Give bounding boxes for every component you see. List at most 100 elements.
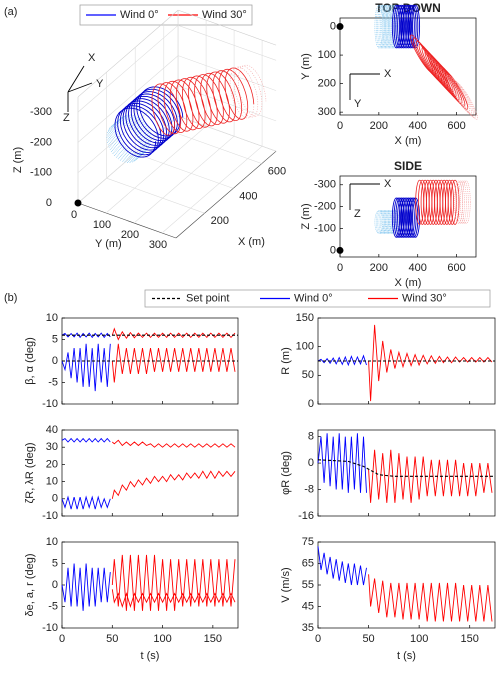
grid-line — [177, 25, 277, 61]
grid-line — [163, 128, 262, 164]
grid-line — [105, 125, 207, 214]
trajectory-sketch — [460, 180, 469, 224]
grid-line — [135, 153, 234, 189]
y-tick-label: 100 — [93, 219, 111, 231]
trajectory-sketch — [452, 80, 476, 118]
legend-label: Wind 0° — [120, 9, 159, 21]
trajectory-sketch — [378, 210, 388, 234]
y-axis-label: ζR, λR (deg) — [24, 442, 36, 503]
y-axis-label: φR (deg) — [280, 451, 292, 495]
trajectory-sketch — [461, 180, 471, 224]
y-tick-label: -10 — [42, 510, 58, 522]
trajectory-sketch — [405, 197, 415, 238]
y-tick-label: 0 — [330, 244, 336, 256]
x-tick-label: 0 — [337, 120, 343, 132]
trajectory-sketch — [409, 197, 419, 238]
x-tick-label: 200 — [370, 262, 388, 274]
trajectory-sketch — [386, 210, 396, 234]
y-tick-label: 0 — [71, 209, 77, 221]
y-tick-label: 8 — [308, 431, 314, 443]
frame-label: X — [384, 178, 392, 190]
trajectory-sketch — [398, 4, 408, 49]
trajectory-sketch — [446, 74, 471, 113]
trajectory-sketch — [400, 197, 410, 238]
x-tick-label: 0 — [59, 633, 65, 645]
y-tick-label: -5 — [48, 600, 58, 612]
grid-line — [133, 135, 235, 224]
legend-label: Wind 30° — [402, 292, 447, 304]
trajectory-sketch — [450, 179, 460, 225]
series-line — [317, 546, 367, 586]
chart-title: SIDE — [394, 159, 422, 173]
x-tick-label: 400 — [239, 190, 257, 202]
x-axis-label: X (m) — [238, 236, 265, 248]
frame-label: X — [88, 52, 96, 64]
frame-label: Z — [63, 112, 70, 124]
box-edge — [77, 9, 179, 98]
z-tick-label: -100 — [30, 167, 52, 179]
y-tick-label: 0 — [330, 20, 336, 32]
x-tick-label: 200 — [370, 120, 388, 132]
x-tick-label: 0 — [315, 633, 321, 645]
grid-line — [77, 25, 179, 113]
frame-label: Y — [96, 78, 104, 90]
y-tick-label: 50 — [302, 369, 314, 381]
y-tick-label: 150 — [296, 312, 314, 324]
y-tick-label: 5 — [52, 333, 58, 345]
series-line — [368, 449, 493, 503]
x-axis — [175, 150, 277, 239]
y-tick-label: 10 — [46, 476, 58, 488]
z-tick-label: 0 — [46, 197, 52, 209]
grid-line — [106, 177, 205, 214]
panel-label: (a) — [4, 6, 17, 18]
trajectory-sketch — [393, 4, 403, 49]
trajectory-sketch — [114, 86, 184, 158]
x-tick-label: 400 — [409, 262, 427, 274]
y-tick-label: 65 — [302, 557, 314, 569]
x-tick-label: 400 — [409, 120, 427, 132]
legend-label: Set point — [186, 292, 229, 304]
trajectory-sketch — [439, 65, 463, 104]
z-tick-label: -200 — [30, 136, 52, 148]
y-axis-label: V (m/s) — [280, 567, 292, 602]
y-tick-label: 5 — [52, 557, 58, 569]
trajectory-sketch — [458, 180, 467, 224]
panel-label: (b) — [4, 292, 17, 304]
origin-point — [74, 199, 82, 207]
y-axis-label: Y (m) — [300, 53, 312, 80]
y-tick-label: 0 — [308, 398, 314, 410]
trajectory-sketch — [386, 4, 396, 49]
y-axis-label: δe, a, r (deg) — [24, 554, 36, 617]
y-axis-label: R (m) — [280, 347, 292, 375]
y-tick-label: 300 — [318, 106, 336, 118]
trajectory-sketch — [379, 210, 389, 234]
trajectory-sketch — [402, 4, 412, 49]
box-edge — [177, 9, 277, 46]
trajectory-sketch — [450, 78, 474, 117]
x-tick-label: 150 — [461, 633, 479, 645]
series-line — [61, 437, 111, 443]
y-tick-label: 20 — [46, 458, 58, 470]
legend-box — [79, 4, 253, 26]
y-tick-label: 10 — [46, 536, 58, 548]
trajectory-sketch — [454, 81, 478, 120]
y-tick-label: 200 — [318, 78, 336, 90]
series-line — [61, 563, 111, 611]
trajectory-sketch — [377, 210, 386, 234]
frame-label: Z — [354, 208, 361, 220]
x-tick-label: 200 — [211, 215, 229, 227]
grid-line — [177, 115, 277, 152]
plot-frame — [61, 541, 239, 629]
trajectory-sketch — [391, 4, 401, 49]
trajectory-sketch — [407, 197, 417, 238]
series-line — [61, 332, 111, 339]
y-tick-label: -5 — [48, 376, 58, 388]
y-tick-label: -100 — [314, 222, 336, 234]
grid-line — [77, 85, 179, 173]
series-line — [111, 439, 236, 448]
frame-arrows — [349, 73, 380, 100]
trajectory-sketch — [404, 4, 414, 49]
x-axis-label: X (m) — [395, 135, 422, 147]
frame-arrows — [67, 65, 93, 112]
